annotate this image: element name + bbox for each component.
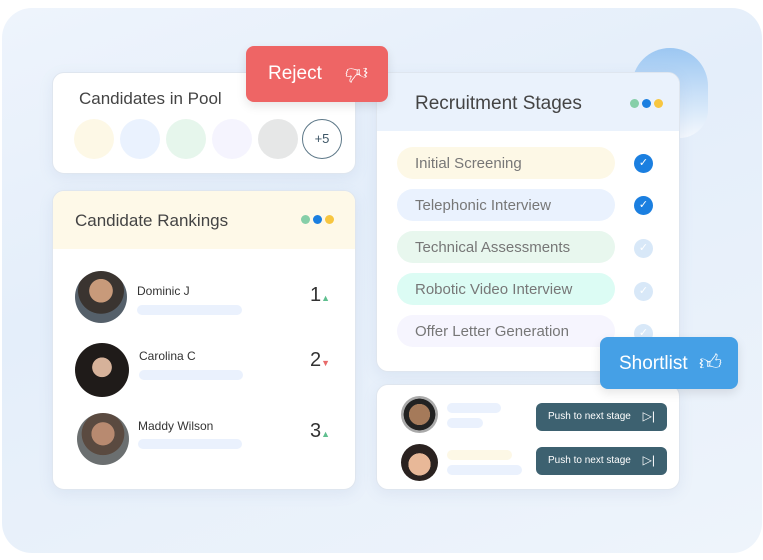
check-icon: ✓	[634, 282, 653, 301]
placeholder-bar	[137, 305, 242, 315]
shortlist-button[interactable]: Shortlist 👍︎	[600, 337, 738, 389]
placeholder-bar	[139, 370, 243, 380]
push-stage-card: Push to next stage ▷| Push to next stage ▷…	[376, 384, 680, 490]
rank: 3▲	[310, 420, 331, 442]
trend-up-icon: ▲	[321, 429, 331, 439]
stage-item[interactable]: Initial Screening	[397, 147, 615, 179]
menu-dots-icon[interactable]	[630, 99, 663, 108]
pool-avatar[interactable]	[74, 119, 114, 159]
placeholder-bar	[447, 418, 483, 428]
push-to-next-stage-button[interactable]: Push to next stage ▷|	[536, 403, 667, 431]
avatar	[77, 413, 129, 465]
placeholder-bar	[138, 439, 242, 449]
skip-next-icon: ▷|	[642, 453, 655, 467]
trend-down-icon: ▼	[321, 358, 331, 368]
check-icon: ✓	[634, 154, 653, 173]
push-to-next-stage-button[interactable]: Push to next stage ▷|	[536, 447, 667, 475]
candidate-name[interactable]: Maddy Wilson	[138, 419, 214, 433]
candidate-rankings-card: Candidate Rankings Dominic J 1▲ Carolina…	[52, 190, 356, 490]
placeholder-bar	[447, 465, 522, 475]
avatar	[75, 343, 129, 397]
stage-item[interactable]: Offer Letter Generation	[397, 315, 615, 347]
more-candidates-badge[interactable]: +5	[302, 119, 342, 159]
pool-avatar[interactable]	[120, 119, 160, 159]
candidate-name[interactable]: Dominic J	[137, 284, 190, 298]
pool-avatar[interactable]	[212, 119, 252, 159]
avatar	[401, 396, 438, 433]
placeholder-bar	[447, 403, 501, 413]
candidate-name[interactable]: Carolina C	[139, 349, 196, 363]
pool-avatar[interactable]	[166, 119, 206, 159]
pool-title: Candidates in Pool	[79, 89, 222, 108]
thumbs-down-icon: 👍︎	[345, 61, 368, 86]
placeholder-bar	[447, 450, 512, 460]
stages-header	[377, 73, 679, 131]
rank: 1▲	[310, 284, 331, 306]
skip-next-icon: ▷|	[642, 409, 655, 423]
thumbs-up-icon: 👍︎	[699, 350, 722, 375]
avatar	[75, 271, 127, 323]
stages-title: Recruitment Stages	[415, 93, 582, 114]
avatar	[401, 444, 438, 481]
trend-up-icon: ▲	[321, 293, 331, 303]
check-icon: ✓	[634, 239, 653, 258]
menu-dots-icon[interactable]	[301, 215, 334, 224]
rankings-title: Candidate Rankings	[75, 211, 229, 230]
rank: 2▼	[310, 349, 331, 371]
stage-item[interactable]: Technical Assessments	[397, 231, 615, 263]
check-icon: ✓	[634, 196, 653, 215]
reject-label: Reject	[268, 63, 322, 84]
stage-item[interactable]: Telephonic Interview	[397, 189, 615, 221]
shortlist-label: Shortlist	[619, 353, 688, 374]
stage-item[interactable]: Robotic Video Interview	[397, 273, 615, 305]
pool-avatar[interactable]	[258, 119, 298, 159]
recruitment-stages-card: Recruitment Stages Initial Screening ✓ T…	[376, 72, 680, 372]
reject-button[interactable]: Reject 👍︎	[246, 46, 388, 102]
